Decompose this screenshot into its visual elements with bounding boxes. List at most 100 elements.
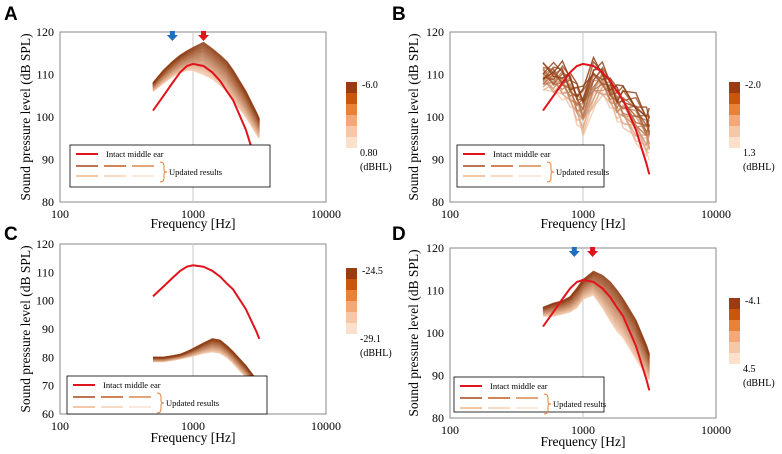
y-axis-label: Sound pressure level (dB SPL)	[18, 33, 33, 200]
intact-middle-ear-curve	[152, 264, 261, 340]
x-tick-label: 100	[441, 423, 459, 437]
y-tick-label: 110	[36, 265, 54, 279]
x-tick-label: 1000	[181, 207, 205, 221]
y-tick-label: 80	[42, 195, 54, 209]
colorbar-swatch	[346, 312, 357, 323]
colorbar-top-label: -2.0	[745, 80, 761, 91]
panel-D: D 80 90 100 110 120 100 1000 10000 Frequency [Hz]…	[392, 224, 775, 449]
y-tick-label: 110	[36, 68, 54, 82]
y-axis-label: Sound pressure level (dB SPL)	[18, 245, 33, 412]
colorbar-swatch	[346, 104, 357, 115]
legend-brace	[543, 393, 552, 415]
legend-updated-label: Updated results	[166, 398, 219, 408]
legend-updated-label: Updated results	[553, 399, 606, 409]
legend-brace	[546, 161, 555, 183]
colorbar-swatch	[729, 82, 740, 93]
colorbar-top-label: -6.0	[362, 80, 378, 91]
colorbar: -4.1 4.5 (dBHL)	[729, 296, 775, 389]
y-tick-label: 100	[36, 110, 54, 124]
colorbar: -2.0 1.3 (dBHL)	[729, 80, 775, 173]
x-axis-label: Frequency [Hz]	[150, 430, 235, 445]
panel-C: C 60 70 80 90 100 110 120 100 1000 10000 Frequency …	[4, 224, 392, 445]
colorbar-swatch	[346, 126, 357, 137]
y-tick-label: 110	[426, 68, 444, 82]
legend-intact-label: Intact middle ear	[103, 380, 161, 390]
x-tick-label: 10000	[311, 207, 341, 221]
panel-label: A	[4, 4, 18, 25]
colorbar-swatch	[729, 298, 740, 309]
y-tick-label: 90	[432, 153, 444, 167]
y-tick-label: 100	[426, 326, 444, 340]
colorbar-bottom-label: 4.5	[743, 364, 756, 375]
x-tick-label: 10000	[701, 423, 731, 437]
colorbar-bottom-label: 0.80	[360, 148, 378, 159]
colorbar-unit-label: (dBHL)	[360, 348, 392, 359]
legend-intact-label: Intact middle ear	[493, 149, 551, 159]
colorbar-unit-label: (dBHL)	[360, 162, 392, 173]
colorbar-swatch	[729, 320, 740, 331]
colorbar-top-label: -4.1	[745, 296, 761, 307]
panel-A: A 80 90 100 110 120 100 1000 10000 Frequency [Hz]…	[4, 4, 392, 231]
panel-label: B	[392, 4, 406, 25]
y-tick-label: 90	[42, 153, 54, 167]
colorbar-swatch	[729, 126, 740, 137]
colorbar-swatch	[729, 115, 740, 126]
y-tick-label: 90	[432, 369, 444, 383]
y-tick-label: 110	[426, 284, 444, 298]
legend: Intact middle ear Updated results	[69, 144, 271, 188]
colorbar-swatch	[346, 290, 357, 301]
legend-intact-label: Intact middle ear	[490, 381, 548, 391]
colorbar: -6.0 0.80 (dBHL)	[346, 80, 392, 173]
updated-result-curve	[152, 41, 260, 120]
y-tick-label: 80	[432, 195, 444, 209]
x-axis-label: Frequency [Hz]	[540, 434, 625, 449]
colorbar: -24.5 -29.1 (dBHL)	[346, 266, 392, 359]
colorbar-swatch	[346, 301, 357, 312]
blue-arrow-icon	[568, 247, 580, 257]
colorbar-swatch	[346, 93, 357, 104]
legend: Intact middle ear Updated results	[453, 376, 606, 415]
colorbar-swatch	[729, 93, 740, 104]
blue-arrow-icon	[166, 31, 178, 41]
legend-updated-label: Updated results	[556, 167, 609, 177]
y-tick-label: 70	[42, 379, 54, 393]
x-tick-label: 1000	[571, 423, 595, 437]
panel-label: C	[4, 224, 18, 245]
updated-result-curve	[153, 338, 260, 387]
x-tick-label: 1000	[571, 207, 595, 221]
legend-box	[66, 375, 268, 415]
y-tick-label: 80	[432, 411, 444, 425]
colorbar-swatch	[346, 82, 357, 93]
x-tick-label: 10000	[701, 207, 731, 221]
x-tick-label: 100	[51, 419, 69, 433]
colorbar-swatch	[346, 279, 357, 290]
y-tick-label: 120	[426, 25, 444, 39]
colorbar-swatch	[346, 268, 357, 279]
legend-box	[453, 376, 605, 413]
y-tick-label: 120	[426, 241, 444, 255]
x-tick-label: 100	[441, 207, 459, 221]
colorbar-swatch	[729, 331, 740, 342]
x-tick-label: 1000	[181, 419, 205, 433]
x-axis-label: Frequency [Hz]	[540, 216, 625, 231]
y-tick-label: 100	[426, 110, 444, 124]
x-axis-label: Frequency [Hz]	[150, 216, 235, 231]
colorbar-unit-label: (dBHL)	[743, 162, 775, 173]
colorbar-swatch	[729, 309, 740, 320]
y-tick-label: 80	[42, 350, 54, 364]
intact-middle-ear-curve	[542, 62, 651, 175]
legend-brace	[156, 392, 165, 414]
intact-middle-ear-curve	[542, 278, 651, 391]
legend-brace	[159, 161, 168, 183]
red-arrow-icon	[587, 247, 599, 257]
updated-result-curve	[542, 270, 650, 355]
updated-result-curve	[542, 55, 650, 118]
y-tick-label: 100	[36, 294, 54, 308]
colorbar-bottom-label: 1.3	[743, 148, 756, 159]
panel-label: D	[392, 224, 406, 245]
legend: Intact middle ear Updated results	[456, 144, 609, 188]
colorbar-swatch	[729, 353, 740, 364]
legend-intact-label: Intact middle ear	[106, 149, 164, 159]
legend: Intact middle ear Updated results	[66, 375, 268, 415]
